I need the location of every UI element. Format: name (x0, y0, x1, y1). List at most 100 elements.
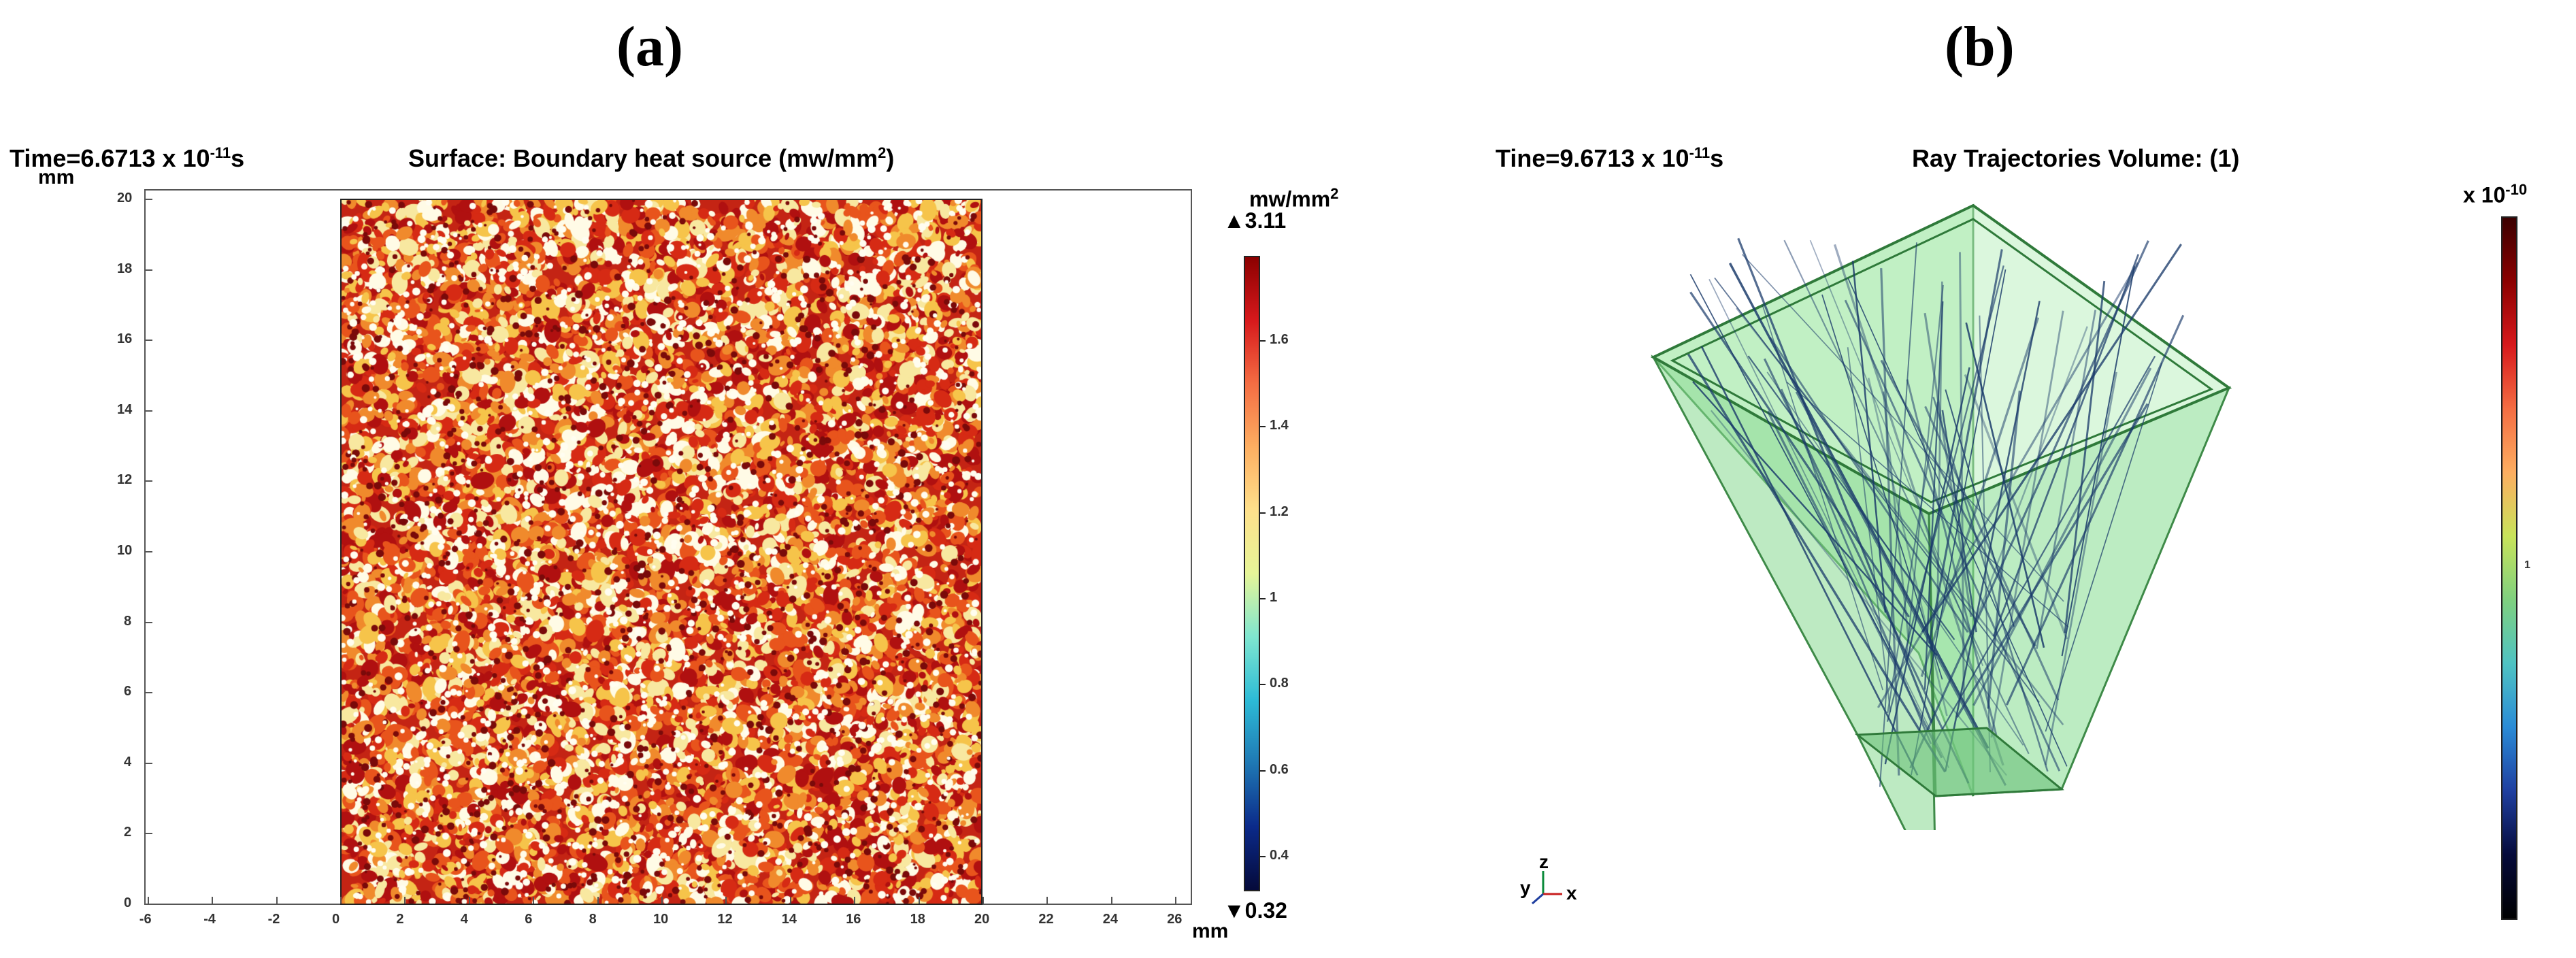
x-tick-mark (1046, 897, 1048, 904)
y-tick-mark (146, 551, 152, 552)
x-tick-mark (597, 897, 599, 904)
colorbar-tick-mark (1260, 598, 1266, 599)
colorbar-tick-mark (1260, 340, 1266, 342)
y-tick-label: 2 (124, 825, 132, 840)
ray-line (1905, 284, 1944, 658)
ray-line (1847, 347, 1892, 712)
ray-line (1769, 336, 1969, 633)
x-tick-label: 22 (1038, 912, 1054, 927)
x-tick-mark (533, 897, 535, 904)
colorbar-tick-label: 1 (1270, 590, 1278, 605)
panel-a-colorbar-unit: mw/mm2 (1249, 185, 1339, 212)
ray-line (1795, 391, 2007, 787)
x-tick-label: -6 (139, 912, 152, 927)
x-tick-label: -4 (203, 912, 216, 927)
ray-line (1809, 240, 1984, 667)
colorbar-tick-label: 0.4 (1270, 848, 1289, 863)
x-tick-label: 0 (332, 912, 340, 927)
y-tick-mark (146, 833, 152, 835)
ray-line (2064, 280, 2106, 633)
y-tick-label: 8 (124, 613, 132, 629)
ray-line (1708, 279, 1950, 769)
y-tick-mark (146, 762, 152, 764)
colorbar-tick-mark (1260, 856, 1266, 857)
y-tick-mark (146, 340, 152, 342)
ray-line (1911, 269, 2007, 776)
panel-b-time: Tine=9.6713 x 10-11s (1496, 144, 1724, 172)
ray-line (2006, 314, 2185, 706)
panel-a-colorbar-max: ▲3.11 (1223, 208, 1287, 233)
ray-line (1932, 397, 2049, 772)
y-tick-mark (146, 621, 152, 623)
x-tick-mark (404, 897, 406, 904)
ray-line (1955, 403, 2149, 718)
axis-y-label: y (1520, 877, 1531, 898)
ray-line (1941, 410, 1977, 633)
ray-trajectories (1687, 237, 2185, 787)
y-tick-label: 20 (117, 191, 133, 205)
panel-a-y-unit: mm (38, 166, 75, 188)
x-tick-label: 20 (974, 912, 990, 927)
panel-b-ray-volume (1650, 203, 2232, 830)
top-rim (1650, 203, 2232, 516)
panel-b-title: Ray Trajectories Volume: (1) (1912, 144, 2240, 172)
y-tick-label: 12 (117, 472, 133, 488)
ray-line (1762, 304, 1883, 691)
ray-line (1944, 301, 2041, 772)
ray-line (1851, 261, 1887, 613)
axis-z-label: z (1539, 852, 1549, 872)
ray-line (1867, 378, 1948, 716)
y-tick-label: 4 (124, 754, 132, 770)
x-tick-mark (468, 897, 470, 904)
ray-line (1766, 410, 1943, 759)
x-tick-mark (340, 897, 342, 904)
ray-line (1821, 294, 1943, 680)
ray-line (1833, 244, 2004, 766)
x-tick-label: 4 (460, 912, 468, 927)
y-tick-mark (146, 199, 152, 200)
colorbar-tick-label: 1.6 (1270, 332, 1289, 347)
bottom-face (1854, 727, 2064, 797)
panel-b-colorbar (2501, 216, 2517, 920)
colorbar-tick-label: 0.8 (1270, 676, 1289, 691)
x-tick-label: 8 (589, 912, 597, 927)
x-tick-label: 14 (781, 912, 797, 927)
colorbar-tick-label: 0.6 (1270, 761, 1289, 777)
colorbar-tick-label: 1.2 (1270, 503, 1289, 519)
panel-b-colorbar-unit: x 10-10 (2463, 181, 2528, 208)
x-tick-label: 10 (653, 912, 669, 927)
colorbar-tick-mark (1260, 684, 1266, 686)
colorbar-tick-label: 1.4 (1270, 418, 1289, 433)
colorbar-tick-mark (1260, 512, 1266, 514)
ray-line (1880, 268, 1900, 776)
ray-line (1711, 410, 2007, 776)
panel-a-colorbar (1244, 256, 1260, 891)
x-tick-mark (1110, 897, 1112, 904)
ray-line (1766, 371, 2024, 746)
panel-a-time: Time=6.6713 x 10-11s (10, 144, 245, 172)
ray-line (1877, 262, 2139, 708)
ray-line (1924, 406, 2060, 701)
ray-line (1763, 358, 1970, 784)
x-tick-label: 16 (846, 912, 861, 927)
ray-line (1932, 355, 2156, 746)
x-tick-label: 6 (525, 912, 533, 927)
x-tick-mark (725, 897, 727, 904)
y-tick-mark (146, 692, 152, 694)
y-tick-label: 16 (117, 331, 133, 347)
y-tick-mark (146, 410, 152, 412)
axes-triad-icon: z y x (1520, 852, 1577, 905)
x-tick-mark (212, 897, 214, 904)
ray-line (1786, 381, 2069, 628)
y-tick-label: 10 (117, 543, 133, 558)
ray-line (1737, 237, 1933, 723)
ray-line (1880, 359, 2036, 647)
x-tick-label: 2 (396, 912, 404, 927)
ray-line (1928, 249, 2003, 644)
x-tick-mark (789, 897, 791, 904)
x-tick-mark (147, 897, 149, 904)
ray-line (1990, 310, 2064, 738)
panel-a-label: (a) (616, 15, 683, 78)
ray-line (1689, 291, 1910, 618)
panel-b-colorbar-tick: 1 (2524, 559, 2530, 571)
